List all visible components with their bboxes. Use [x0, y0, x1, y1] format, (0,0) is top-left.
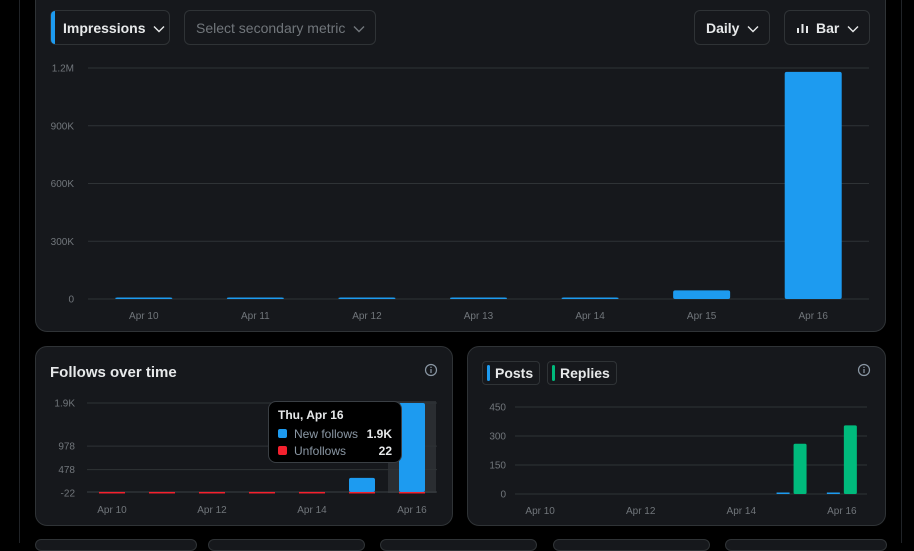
info-icon[interactable]	[857, 363, 871, 377]
bar-unfollows	[149, 491, 175, 494]
replies-legend-toggle[interactable]: Replies	[547, 361, 617, 385]
bar-impressions	[561, 297, 619, 299]
x-tick-label: Apr 10	[525, 506, 555, 517]
tooltip-title: Thu, Apr 16	[278, 408, 344, 422]
bar-unfollows	[399, 491, 425, 494]
x-tick-label: Apr 10	[97, 505, 127, 516]
y-tick-label: 478	[58, 465, 75, 476]
y-tick-label: 1.9K	[54, 399, 75, 410]
x-tick-label: Apr 16	[397, 505, 427, 516]
secondary-metric-placeholder: Select secondary metric	[196, 19, 346, 36]
bar-replies	[843, 425, 857, 494]
tooltip-row: Unfollows 22	[278, 442, 392, 459]
tooltip-row-name: Unfollows	[294, 443, 347, 458]
x-tick-label: Apr 15	[687, 311, 717, 322]
bar-posts	[776, 492, 790, 494]
primary-metric-accent	[51, 11, 55, 44]
primary-metric-label: Impressions	[63, 19, 146, 36]
posts-legend-toggle[interactable]: Posts	[482, 361, 541, 385]
bar-posts	[826, 492, 840, 494]
posts-swatch	[487, 365, 490, 381]
secondary-metric-dropdown[interactable]: Select secondary metric	[184, 10, 376, 45]
info-icon[interactable]	[424, 363, 438, 377]
bottom-card-stub	[380, 539, 537, 551]
posts-legend-label: Posts	[495, 365, 534, 381]
y-tick-label: 978	[58, 442, 75, 453]
impressions-card	[35, 0, 886, 332]
new-follows-swatch	[278, 429, 287, 438]
bar-new-follows	[349, 477, 375, 492]
y-tick-label: 300	[489, 432, 506, 443]
unfollows-swatch	[278, 446, 287, 455]
bar-new-follows	[399, 403, 425, 492]
y-tick-label: 150	[489, 461, 506, 472]
tooltip-row-value: 22	[378, 443, 392, 458]
x-tick-label: Apr 13	[464, 311, 494, 322]
chevron-down-icon	[747, 20, 759, 36]
chevron-down-icon	[353, 20, 365, 36]
tooltip-row-value: 1.9K	[366, 426, 392, 441]
x-tick-label: Apr 16	[827, 506, 857, 517]
interval-dropdown[interactable]: Daily	[694, 10, 770, 45]
y-tick-label: 900K	[51, 121, 75, 132]
follows-card-title: Follows over time	[50, 364, 177, 381]
bar-chart-icon	[797, 22, 808, 33]
x-tick-label: Apr 14	[727, 506, 757, 517]
bottom-card-stub	[208, 539, 365, 551]
chart-type-dropdown[interactable]: Bar	[784, 10, 870, 45]
chevron-down-icon	[847, 20, 859, 36]
bar-impressions	[784, 71, 842, 299]
x-tick-label: Apr 12	[197, 505, 227, 516]
x-tick-label: Apr 12	[626, 506, 656, 517]
x-tick-label: Apr 12	[352, 311, 382, 322]
bar-unfollows	[299, 491, 325, 494]
chevron-down-icon	[153, 20, 165, 36]
x-tick-label: Apr 11	[241, 311, 270, 322]
y-tick-label: 600K	[51, 179, 75, 190]
bar-impressions	[115, 297, 173, 299]
bottom-card-stub	[35, 539, 197, 551]
y-tick-label: 0	[68, 295, 74, 306]
bar-unfollows	[199, 491, 225, 494]
replies-legend-label: Replies	[560, 365, 610, 381]
x-tick-label: Apr 14	[297, 505, 327, 516]
y-tick-label: 0	[500, 490, 506, 501]
y-tick-label: -22	[61, 489, 76, 500]
bar-impressions	[338, 297, 396, 299]
bottom-card-stub	[553, 539, 710, 551]
right-gutter-line	[901, 0, 902, 543]
x-tick-label: Apr 14	[575, 311, 605, 322]
bar-impressions	[450, 297, 507, 299]
chart-tooltip: Thu, Apr 16 New follows 1.9K Unfollows 2…	[268, 401, 402, 463]
bottom-card-stub	[725, 539, 887, 551]
left-gutter-line	[19, 0, 20, 543]
y-tick-label: 450	[489, 403, 506, 414]
chart-type-label: Bar	[816, 19, 840, 36]
bar-unfollows	[349, 491, 375, 494]
bar-unfollows	[249, 491, 275, 494]
bar-impressions	[226, 297, 284, 299]
x-tick-label: Apr 16	[798, 311, 828, 322]
y-tick-label: 300K	[51, 237, 75, 248]
bar-impressions	[673, 290, 731, 299]
x-tick-label: Apr 10	[129, 311, 159, 322]
interval-label: Daily	[706, 19, 740, 36]
bar-unfollows	[99, 491, 125, 494]
impressions-chart: 0 300K 600K 900K 1.2M Apr 10 Apr 11 Apr 12 Apr 1…	[51, 64, 869, 322]
tooltip-row: New follows 1.9K	[278, 425, 392, 442]
replies-swatch	[552, 365, 555, 381]
bar-replies	[793, 443, 807, 494]
y-tick-label: 1.2M	[52, 64, 74, 75]
posts-replies-chart: 0 150 300 450 Apr 10 Apr 12 Apr 14 Apr 16	[489, 403, 867, 517]
tooltip-row-name: New follows	[294, 426, 359, 441]
primary-metric-dropdown[interactable]: Impressions	[50, 10, 170, 45]
